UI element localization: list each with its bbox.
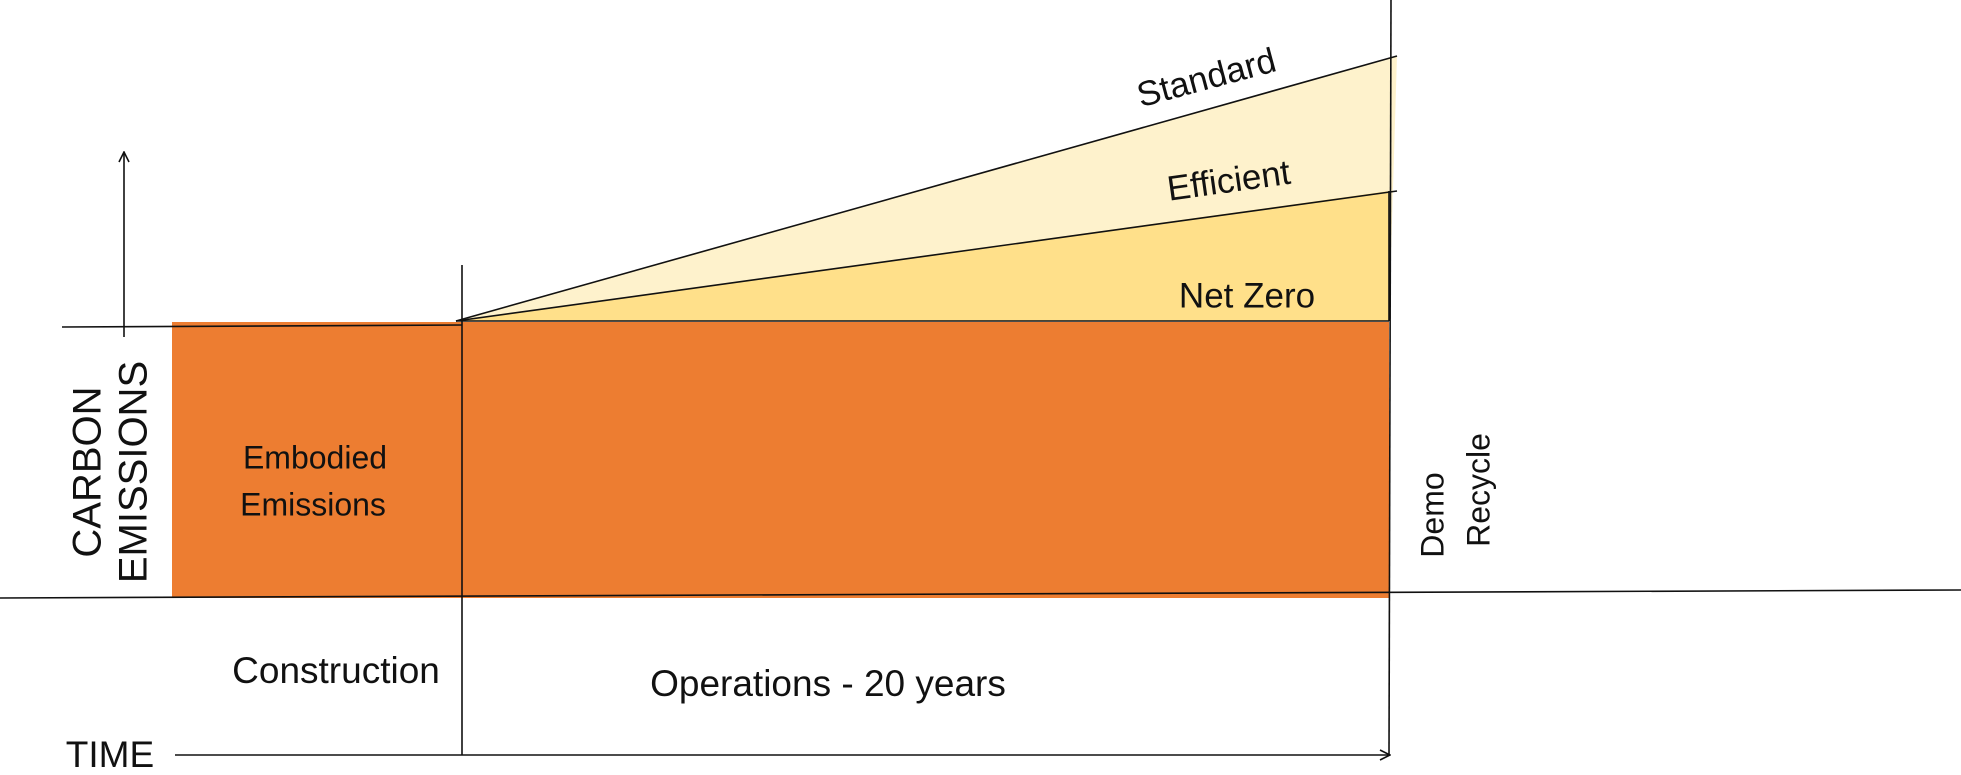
- y-axis-label: EMISSIONS: [112, 361, 156, 583]
- y-axis-label: CARBON: [66, 386, 110, 557]
- end-of-life-label: Demo: [1414, 472, 1450, 557]
- embodied-label: Emissions: [240, 486, 386, 522]
- embodied-block: [172, 322, 1389, 598]
- phase-label: Operations - 20 years: [650, 663, 1006, 704]
- x-axis-label: TIME: [66, 734, 154, 775]
- efficient-line: [455, 190, 1398, 322]
- standard-line: [455, 55, 1398, 322]
- end-of-life-label: Recycle: [1460, 433, 1496, 547]
- baseline: [0, 589, 1961, 599]
- embodied-label: Embodied: [243, 439, 387, 475]
- phase-label: Construction: [232, 650, 440, 691]
- embodied-top-line: [61, 324, 463, 328]
- end-divider: [1388, 0, 1392, 756]
- net-zero-label: Net Zero: [1179, 276, 1315, 315]
